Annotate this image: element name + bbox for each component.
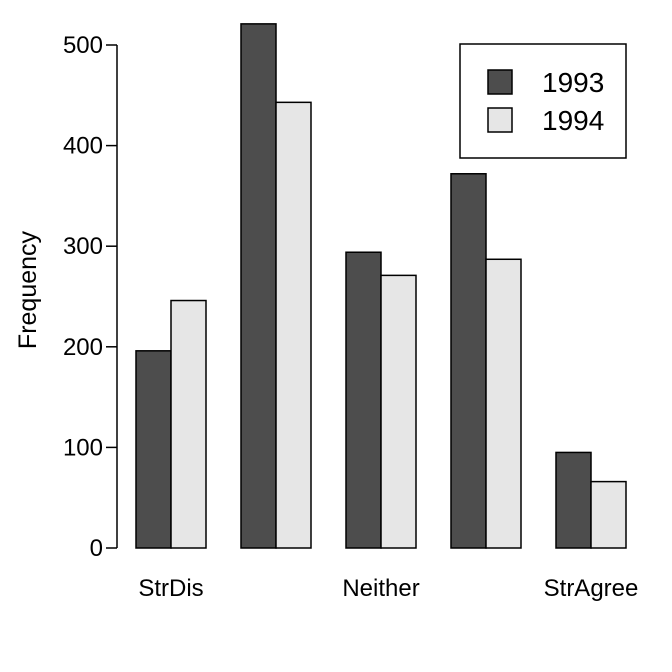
bar-1994-1	[275, 101, 312, 549]
bar-1993-4	[555, 451, 592, 549]
x-axis-labels: StrDis Neither StrAgree	[138, 575, 638, 602]
y-tick-label: 100	[63, 434, 103, 461]
legend-label: 1994	[542, 105, 604, 136]
bar-1994-4	[590, 480, 627, 549]
y-tick-label: 0	[90, 535, 103, 562]
legend-box	[459, 43, 627, 159]
legend: 1993 1994	[459, 43, 627, 159]
bar-1993-2	[345, 251, 382, 549]
bar-1994-0	[170, 299, 207, 549]
x-tick-label: StrDis	[138, 575, 203, 602]
y-tick-label: 300	[63, 233, 103, 260]
bar-1994-3	[485, 258, 522, 549]
y-tick-label: 200	[63, 334, 103, 361]
y-axis-title: Frequency	[14, 230, 42, 349]
legend-swatch-1994	[487, 107, 513, 133]
x-tick-label: Neither	[342, 575, 419, 602]
x-tick-label: StrAgree	[544, 575, 639, 602]
bar-1993-0	[135, 350, 172, 549]
y-axis: 0 100 200 300 400 500	[63, 32, 118, 562]
bar-1994-2	[380, 274, 417, 549]
bars	[135, 23, 627, 549]
y-tick-label: 500	[63, 32, 103, 59]
bar-1993-1	[240, 23, 277, 549]
bar-1993-3	[450, 173, 487, 549]
legend-swatch-1993	[487, 69, 513, 95]
y-tick-label: 400	[63, 133, 103, 160]
legend-label: 1993	[542, 67, 604, 98]
